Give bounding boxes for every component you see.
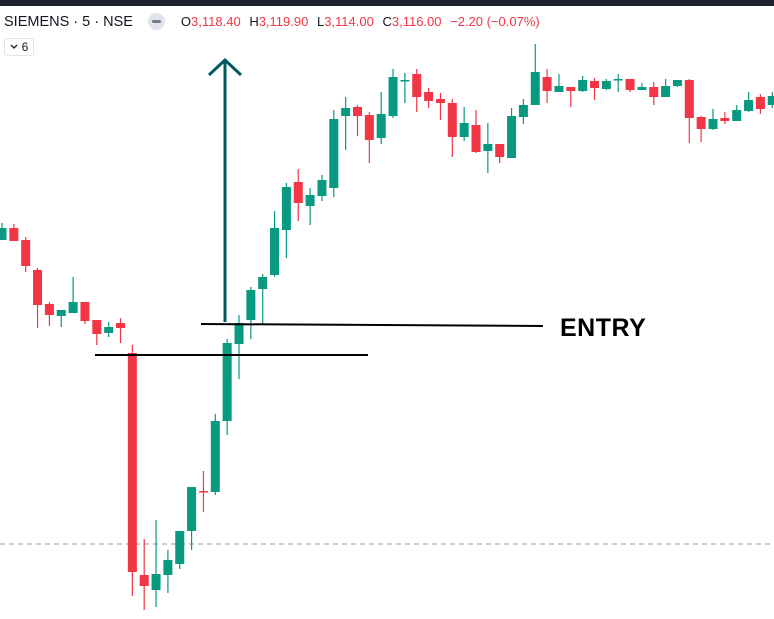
symbol-title[interactable]: SIEMENS · 5 · NSE (4, 13, 133, 30)
candle-up (507, 116, 517, 158)
candle-down (80, 302, 90, 321)
candle-up (246, 290, 256, 320)
candle-up (187, 487, 197, 531)
candle-up (258, 277, 268, 289)
symbol-legend: SIEMENS · 5 · NSE O3,118.40 H3,119.90 L3… (4, 13, 545, 30)
candle-up (530, 72, 540, 105)
open-label: O (180, 14, 192, 29)
candle-down (625, 79, 635, 90)
candle-up (376, 114, 386, 138)
ohlc-values: O3,118.40 H3,119.90 L3,114.00 C3,116.00 … (181, 14, 545, 29)
candle-up (151, 574, 161, 590)
high-label: H (249, 14, 259, 29)
candle-down (471, 125, 481, 152)
candle-up (483, 144, 493, 151)
close-value: 3,116.00 (391, 14, 442, 29)
candle-down (127, 353, 137, 572)
close-label: C (382, 14, 392, 29)
entry-level-line (200, 323, 544, 327)
change-value: −2.20 (−0.07%) (450, 14, 540, 29)
candle-up (104, 327, 114, 333)
candle-up (613, 79, 623, 81)
candle-down (9, 228, 19, 241)
low-value: 3,114.00 (324, 14, 374, 29)
candle-up (270, 228, 280, 275)
candle-up (518, 105, 528, 117)
candle-down (566, 87, 576, 91)
candle-up (0, 228, 7, 240)
candle-down (33, 270, 43, 305)
candle-up (732, 110, 742, 121)
arrow-up-icon (207, 57, 243, 77)
candle-up (767, 96, 774, 105)
candle-up (388, 77, 398, 116)
candle-up (68, 302, 78, 313)
entry-label: ENTRY (560, 314, 647, 342)
indicator-count: 6 (21, 40, 29, 54)
candle-up (175, 531, 185, 564)
candle-up (163, 560, 173, 575)
candle-down (755, 97, 765, 109)
indicators-toggle-button[interactable]: 6 (4, 38, 34, 56)
open-value: 3,118.40 (191, 14, 241, 29)
low-label: L (316, 14, 325, 29)
candle-down (542, 77, 552, 91)
candle-down (424, 92, 434, 101)
candle-down (590, 81, 599, 88)
candle-up (578, 80, 588, 91)
candle-up (210, 421, 220, 492)
candle-up (601, 81, 611, 89)
hide-legend-icon[interactable] (147, 13, 165, 30)
candle-down (684, 80, 694, 118)
candle-up (234, 323, 244, 344)
candle-up (661, 86, 671, 97)
candle-up (305, 195, 315, 206)
candle-down (495, 144, 505, 157)
top-toolbar-edge (0, 0, 774, 6)
chevron-down-icon (10, 44, 18, 49)
candle-down (364, 115, 374, 140)
candle-up (744, 100, 754, 111)
candle-up (708, 119, 718, 129)
candle-down (447, 103, 457, 137)
candle-up (554, 86, 564, 92)
candle-up (281, 187, 291, 230)
candle-down (696, 117, 706, 129)
candle-down (435, 99, 445, 103)
candle-up (341, 108, 351, 116)
candle-down (720, 118, 730, 121)
candle-down (21, 240, 31, 266)
candle-up (222, 343, 232, 421)
candle-up (56, 310, 66, 316)
candle-up (329, 119, 339, 188)
candle-down (412, 74, 422, 97)
candle-up (459, 123, 469, 137)
candle-up (672, 80, 682, 86)
candle-up (637, 87, 647, 90)
candle-down (649, 87, 659, 97)
candle-up (400, 80, 410, 82)
candle-up (317, 180, 327, 196)
candle-down (116, 323, 125, 328)
candle-down (198, 491, 208, 493)
candle-down (44, 304, 54, 315)
candle-down (139, 575, 149, 586)
candle-down (293, 182, 303, 203)
candle-down (92, 320, 102, 334)
high-value: 3,119.90 (258, 14, 309, 29)
candle-down (353, 107, 362, 116)
